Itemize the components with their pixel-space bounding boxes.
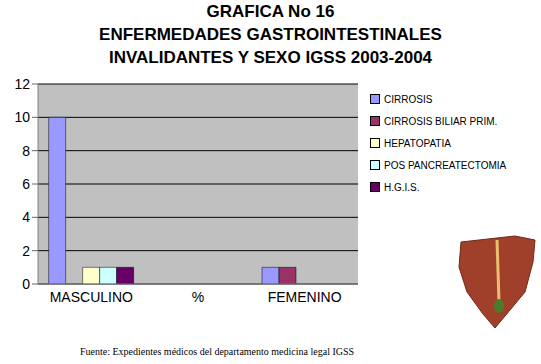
html-text:Fuente: Expedientes médicos de: Fuente: Expedientes médicos del departam…	[80, 346, 355, 357]
html-text:ENFERMEDADES GASTROINTESTINALE: ENFERMEDADES GASTROINTESTINALES	[99, 25, 442, 44]
html-text:CIRROSIS: CIRROSIS	[384, 93, 433, 105]
svg-text:2: 2	[22, 243, 30, 259]
svg-text:12: 12	[14, 76, 30, 92]
svg-text:10: 10	[14, 109, 30, 125]
html-text:GRAFICA No 16: GRAFICA No 16	[206, 2, 335, 21]
html-text:POS PANCREATECTOMIA: POS PANCREATECTOMIA	[384, 159, 507, 171]
svg-text:6: 6	[22, 176, 30, 192]
html-text:H.G.I.S.: H.G.I.S.	[384, 181, 420, 193]
html-text:INVALIDANTES Y SEXO IGSS 2003-: INVALIDANTES Y SEXO IGSS 2003-2004	[108, 48, 433, 67]
svg-text:8: 8	[22, 143, 30, 159]
svg-text:4: 4	[22, 209, 30, 225]
html-text:CIRROSIS BILIAR PRIM.: CIRROSIS BILIAR PRIM.	[384, 115, 498, 127]
html-text:HEPATOPATIA: HEPATOPATIA	[384, 137, 451, 149]
svg-text:FEMENINO: FEMENINO	[268, 289, 342, 305]
svg-text:0: 0	[22, 276, 30, 292]
svg-text:%: %	[192, 289, 204, 305]
svg-text:MASCULINO: MASCULINO	[50, 289, 133, 305]
